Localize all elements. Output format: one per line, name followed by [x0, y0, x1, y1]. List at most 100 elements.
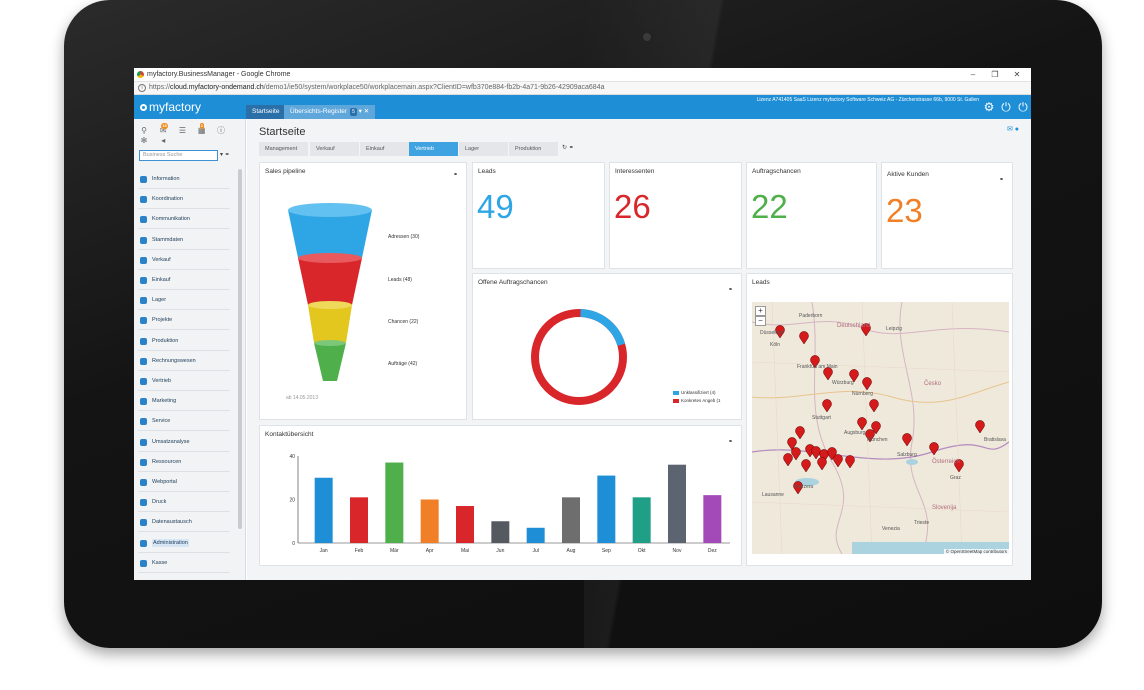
refresh-icon[interactable]: ↻: [562, 145, 568, 151]
map-marker-icon[interactable]: [823, 367, 833, 381]
map-marker-icon[interactable]: [799, 331, 809, 345]
bar-mai[interactable]: [456, 506, 474, 543]
map-marker-icon[interactable]: [833, 454, 843, 468]
bar-apr[interactable]: [420, 499, 439, 544]
sidebar-item-service[interactable]: Service: [138, 412, 230, 432]
mail-icon[interactable]: ✉: [1006, 126, 1013, 133]
close-icon[interactable]: ✕: [1013, 70, 1021, 79]
chat-icon[interactable]: ●: [1014, 126, 1019, 133]
leads-map[interactable]: + − Deutschland Leipzig Paderborn Düssel…: [752, 302, 1009, 554]
bar-aug[interactable]: [562, 497, 580, 543]
sidebar-item-lager[interactable]: Lager: [138, 291, 230, 311]
logout-power-icon[interactable]: ⏻: [1001, 100, 1011, 114]
sidebar-item-kasse[interactable]: Kasse: [138, 554, 230, 573]
tab-startseite[interactable]: Startseite: [246, 105, 286, 119]
sidebar-item-koordination[interactable]: Koordination: [138, 190, 230, 210]
map-marker-icon[interactable]: [849, 369, 859, 383]
map-marker-icon[interactable]: [817, 457, 827, 471]
map-marker-icon[interactable]: [845, 455, 855, 469]
sidebar-item-druck[interactable]: Druck: [138, 493, 230, 513]
bar-nov[interactable]: [668, 464, 686, 543]
sidebar-item-information[interactable]: Information: [138, 170, 230, 189]
bar-sep[interactable]: [597, 475, 616, 543]
sidebar-item-label: Rechnungswesen: [152, 357, 196, 364]
tab-produktion[interactable]: Produktion: [509, 142, 558, 156]
sidebar-item-projekte[interactable]: Projekte: [138, 311, 230, 331]
map-marker-icon[interactable]: [822, 399, 832, 413]
calendar-icon[interactable]: ▦ 2: [197, 123, 206, 135]
sidebar-item-umsatzanalyse[interactable]: Umsatzanalyse: [138, 433, 230, 452]
restore-icon[interactable]: ❐: [991, 70, 999, 79]
map-zoom-in[interactable]: +: [755, 306, 766, 316]
sidebar-item-ressourcen[interactable]: Ressourcen: [138, 453, 230, 472]
sidebar-item-stammdaten[interactable]: Stammdaten: [138, 231, 230, 250]
map-marker-icon[interactable]: [810, 355, 820, 369]
power-icon[interactable]: ⏻: [1018, 100, 1028, 114]
pin-icon[interactable]: ⚲: [141, 126, 147, 135]
tools-icon[interactable]: ✻: [140, 136, 148, 145]
sidebar-item-rechnungswesen[interactable]: Rechnungswesen: [138, 352, 230, 371]
map-marker-icon[interactable]: [861, 323, 871, 337]
sidebar-scrollbar[interactable]: [238, 169, 242, 529]
map-label: Köln: [770, 342, 781, 348]
notifications-icon[interactable]: ✉ 15: [159, 123, 168, 135]
tab-verkauf[interactable]: Verkauf: [310, 142, 359, 156]
help-icon[interactable]: ⓘ: [216, 126, 225, 135]
bar-jan[interactable]: [314, 477, 333, 543]
bar-jun[interactable]: [491, 521, 510, 543]
map-marker-icon[interactable]: [791, 447, 801, 461]
map-marker-icon[interactable]: [775, 325, 785, 339]
minimize-icon[interactable]: –: [970, 70, 976, 79]
collapse-icon[interactable]: ◂: [161, 136, 166, 145]
tab-management[interactable]: Management: [259, 142, 308, 156]
tab-vertrieb[interactable]: Vertrieb: [409, 142, 458, 156]
map-marker-icon[interactable]: [827, 447, 837, 461]
bar-jul[interactable]: [526, 527, 545, 543]
aktive-kunden-settings-icon[interactable]: ⚭: [998, 177, 1004, 183]
tab-uebersichts-register[interactable]: Übersichts-Register 5 ▾ ✕: [284, 105, 376, 119]
sidebar-item-produktion[interactable]: Produktion: [138, 332, 230, 351]
sales-pipeline-settings-icon[interactable]: ⚭: [452, 172, 458, 178]
address-bar[interactable]: i https://cloud.myfactory-ondemand.ch/de…: [134, 82, 1031, 95]
map-marker-icon[interactable]: [869, 399, 879, 413]
sidebar-item-verkauf[interactable]: Verkauf: [138, 251, 230, 270]
bar-okt[interactable]: [632, 497, 651, 543]
search-options-icon[interactable]: ▾ ⚭: [220, 152, 230, 158]
tab-settings-icon[interactable]: ⚭: [568, 145, 574, 151]
map-marker-icon[interactable]: [871, 421, 881, 435]
kontakt-settings-icon[interactable]: ⚭: [727, 439, 733, 445]
sidebar-item-marketing[interactable]: Marketing: [138, 392, 230, 412]
map-marker-icon[interactable]: [865, 429, 875, 443]
sidebar-item-kommunikation[interactable]: Kommunikation: [138, 210, 230, 230]
settings-gear-icon[interactable]: ⚙: [983, 100, 995, 114]
map-marker-icon[interactable]: [787, 437, 797, 451]
offene-settings-icon[interactable]: ⚭: [727, 287, 733, 293]
bar-mär[interactable]: [385, 462, 404, 543]
map-marker-icon[interactable]: [862, 377, 872, 391]
map-marker-icon[interactable]: [793, 481, 803, 495]
map-attribution[interactable]: © OpenStreetMap contributors: [943, 549, 1009, 554]
map-marker-icon[interactable]: [975, 420, 985, 434]
map-marker-icon[interactable]: [801, 459, 811, 473]
map-marker-icon[interactable]: [954, 459, 964, 473]
map-marker-icon[interactable]: [819, 449, 829, 463]
map-zoom-out[interactable]: −: [755, 316, 766, 326]
url-text[interactable]: https://cloud.myfactory-ondemand.ch/demo…: [149, 84, 605, 91]
sidebar-item-administration[interactable]: Administration: [138, 534, 230, 553]
tasks-icon[interactable]: ☰: [178, 126, 187, 135]
map-marker-icon[interactable]: [929, 442, 939, 456]
tab-lager[interactable]: Lager: [459, 142, 508, 156]
map-marker-icon[interactable]: [783, 453, 793, 467]
bar-dez[interactable]: [703, 495, 722, 543]
map-marker-icon[interactable]: [795, 426, 805, 440]
bar-feb[interactable]: [350, 497, 368, 543]
info-icon[interactable]: i: [138, 84, 146, 92]
sidebar-item-einkauf[interactable]: Einkauf: [138, 271, 230, 290]
sidebar-item-vertrieb[interactable]: Vertrieb: [138, 372, 230, 391]
business-search-input[interactable]: Business Suche: [139, 150, 218, 161]
sidebar-item-datenaustausch[interactable]: Datenaustausch: [138, 513, 230, 533]
sidebar-item-webportal[interactable]: Webportal: [138, 473, 230, 492]
map-marker-icon[interactable]: [857, 417, 867, 431]
map-marker-icon[interactable]: [902, 433, 912, 447]
tab-einkauf[interactable]: Einkauf: [360, 142, 409, 156]
